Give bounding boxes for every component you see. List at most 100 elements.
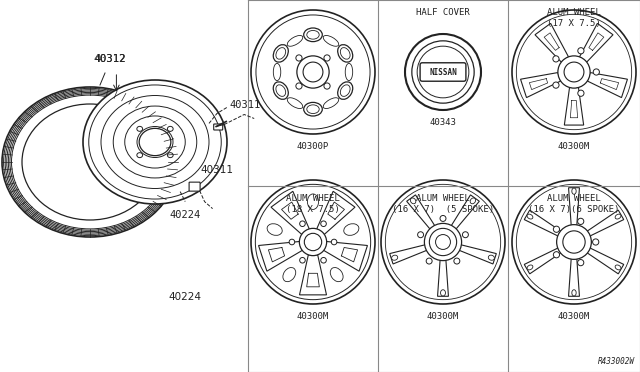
- Circle shape: [296, 55, 302, 61]
- Ellipse shape: [340, 48, 350, 59]
- Text: 40300M: 40300M: [427, 312, 459, 321]
- Text: 40300P: 40300P: [297, 142, 329, 151]
- Circle shape: [300, 228, 326, 256]
- Circle shape: [324, 83, 330, 89]
- Polygon shape: [568, 188, 579, 227]
- Text: HALF COVER: HALF COVER: [416, 8, 470, 17]
- Text: 40311: 40311: [229, 100, 260, 110]
- Polygon shape: [300, 255, 326, 295]
- Ellipse shape: [267, 224, 282, 235]
- Text: (16 X 7)(6 SPOKE): (16 X 7)(6 SPOKE): [528, 205, 620, 214]
- Circle shape: [516, 185, 632, 300]
- FancyBboxPatch shape: [214, 124, 223, 130]
- Ellipse shape: [330, 267, 343, 282]
- Ellipse shape: [22, 104, 158, 220]
- Ellipse shape: [273, 45, 288, 62]
- Text: R433002W: R433002W: [598, 357, 635, 366]
- Ellipse shape: [572, 188, 576, 194]
- Text: 40300M: 40300M: [558, 142, 590, 151]
- Polygon shape: [579, 23, 613, 62]
- Ellipse shape: [101, 96, 209, 189]
- Ellipse shape: [440, 290, 445, 296]
- Text: ALUM WHEEL: ALUM WHEEL: [416, 194, 470, 203]
- Ellipse shape: [488, 255, 494, 260]
- Circle shape: [424, 224, 461, 261]
- Circle shape: [558, 56, 590, 88]
- Circle shape: [300, 257, 305, 263]
- Circle shape: [563, 231, 585, 253]
- Ellipse shape: [168, 126, 173, 131]
- Text: 40312: 40312: [93, 54, 127, 64]
- Circle shape: [321, 221, 326, 227]
- Circle shape: [405, 34, 481, 110]
- Circle shape: [300, 221, 305, 227]
- Polygon shape: [564, 87, 584, 125]
- Circle shape: [553, 82, 559, 88]
- Text: 40312: 40312: [94, 54, 125, 64]
- FancyBboxPatch shape: [189, 182, 200, 191]
- Ellipse shape: [137, 126, 173, 157]
- Text: ALUM WHEEL: ALUM WHEEL: [286, 194, 340, 203]
- Circle shape: [255, 185, 371, 300]
- Ellipse shape: [307, 194, 319, 209]
- Ellipse shape: [527, 214, 533, 219]
- Ellipse shape: [137, 126, 143, 131]
- Circle shape: [578, 48, 584, 54]
- Polygon shape: [271, 191, 309, 234]
- Ellipse shape: [307, 31, 319, 39]
- Circle shape: [296, 83, 302, 89]
- Circle shape: [381, 180, 505, 304]
- Circle shape: [554, 251, 559, 258]
- Circle shape: [426, 258, 432, 264]
- Ellipse shape: [615, 265, 621, 270]
- Circle shape: [557, 225, 591, 259]
- Circle shape: [297, 56, 329, 88]
- Ellipse shape: [139, 128, 171, 155]
- Ellipse shape: [304, 102, 323, 116]
- Ellipse shape: [572, 290, 576, 296]
- Polygon shape: [324, 241, 367, 271]
- Ellipse shape: [344, 224, 359, 235]
- Circle shape: [251, 180, 375, 304]
- Ellipse shape: [137, 153, 143, 158]
- Ellipse shape: [276, 48, 285, 59]
- Polygon shape: [259, 241, 302, 271]
- Ellipse shape: [615, 214, 621, 219]
- Text: 40300M: 40300M: [297, 312, 329, 321]
- Polygon shape: [524, 247, 563, 274]
- Polygon shape: [390, 244, 430, 264]
- Ellipse shape: [83, 80, 227, 204]
- Circle shape: [512, 180, 636, 304]
- Circle shape: [578, 90, 584, 96]
- Circle shape: [554, 226, 559, 232]
- Circle shape: [553, 56, 559, 62]
- Ellipse shape: [340, 85, 350, 96]
- Circle shape: [385, 185, 500, 300]
- Circle shape: [251, 10, 375, 134]
- Polygon shape: [586, 247, 624, 274]
- Circle shape: [564, 62, 584, 82]
- Circle shape: [321, 257, 326, 263]
- Polygon shape: [456, 244, 496, 264]
- Text: 40300M: 40300M: [558, 312, 590, 321]
- Text: ALUM WHEEL: ALUM WHEEL: [547, 194, 601, 203]
- Ellipse shape: [113, 106, 196, 178]
- Circle shape: [289, 239, 294, 245]
- Text: 40224: 40224: [168, 292, 202, 302]
- Text: 40311: 40311: [200, 165, 233, 175]
- Circle shape: [256, 15, 370, 129]
- Ellipse shape: [392, 255, 397, 260]
- Circle shape: [412, 41, 474, 103]
- Ellipse shape: [470, 198, 476, 204]
- Polygon shape: [568, 257, 579, 296]
- Ellipse shape: [307, 105, 319, 113]
- Polygon shape: [406, 195, 436, 232]
- Polygon shape: [588, 73, 627, 97]
- Polygon shape: [520, 73, 561, 97]
- Ellipse shape: [89, 85, 221, 199]
- Ellipse shape: [338, 45, 353, 62]
- Circle shape: [304, 233, 322, 251]
- Polygon shape: [524, 210, 563, 237]
- Circle shape: [454, 258, 460, 264]
- Text: ALUM WHEEL: ALUM WHEEL: [547, 8, 601, 17]
